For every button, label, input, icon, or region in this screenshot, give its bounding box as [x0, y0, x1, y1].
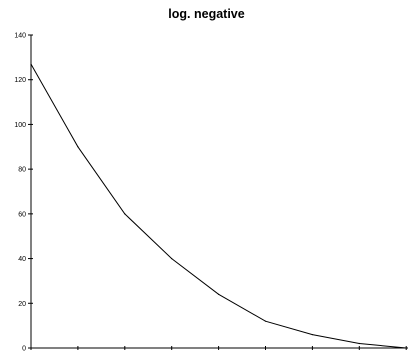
y-tick-label: 80: [18, 167, 26, 174]
data-point: [358, 342, 360, 345]
y-axis: 0 20 40 60 80 100 120 140: [14, 33, 33, 353]
y-tick-label: 100: [14, 122, 26, 129]
x-axis: [30, 346, 408, 350]
data-point: [30, 63, 32, 65]
y-tick-label: 60: [18, 211, 26, 218]
data-point: [264, 320, 267, 322]
series-group: [30, 63, 407, 349]
y-tick-label: 140: [14, 33, 26, 40]
data-point: [218, 293, 220, 295]
y-tick-label: 120: [14, 77, 26, 84]
chart-title: log. negative: [168, 7, 245, 21]
data-point: [77, 146, 79, 148]
series-line: [30, 63, 407, 349]
data-point: [405, 347, 407, 349]
data-point: [124, 213, 126, 215]
y-tick-label: 40: [18, 256, 26, 263]
y-tick-label: 20: [18, 301, 26, 308]
y-tick-label: 0: [22, 346, 26, 353]
data-point: [311, 333, 313, 336]
data-point: [171, 257, 173, 260]
